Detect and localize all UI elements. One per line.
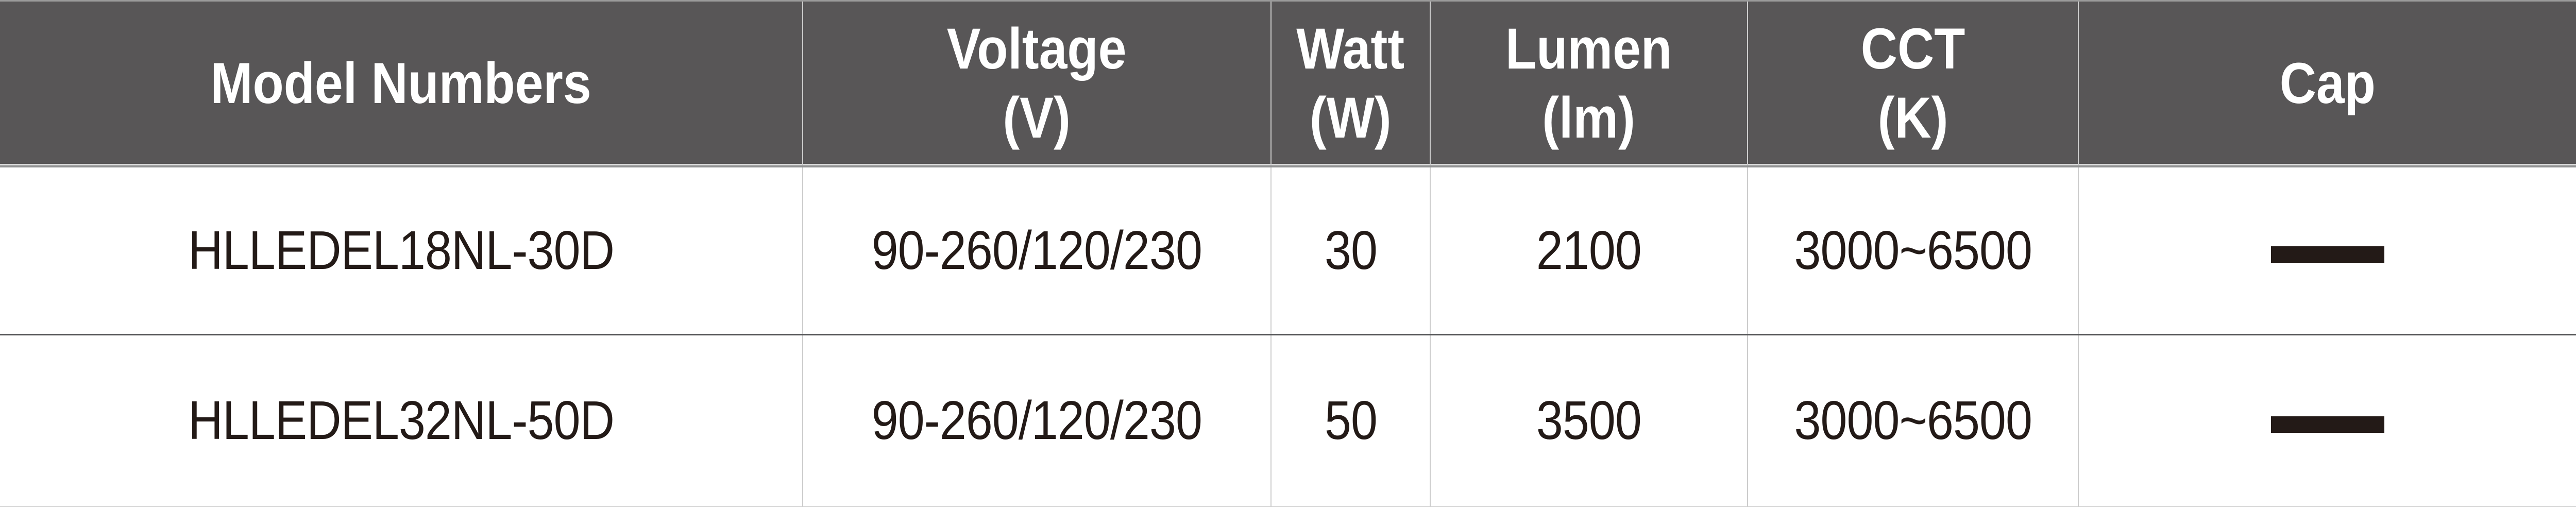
lumen-text: 2100 (1536, 220, 1642, 281)
cell-model-number: HLLEDEL18NL-30D (0, 166, 803, 336)
table-row: HLLEDEL18NL-30D 90-260/120/230 30 2100 3… (0, 166, 2576, 336)
header-label: CCT (1860, 16, 1965, 81)
table-header: Model Numbers Voltage (V) Watt (W) Lumen (l… (0, 1, 2576, 167)
table-row: HLLEDEL32NL-50D 90-260/120/230 50 3500 3… (0, 334, 2576, 506)
header-label: Model Numbers (210, 50, 592, 115)
header-unit: (K) (1877, 86, 1948, 150)
lumen-text: 3500 (1536, 390, 1642, 451)
col-header-lumen: Lumen (lm) (1430, 1, 1748, 167)
watt-text: 30 (1324, 220, 1378, 281)
col-header-cct: CCT (K) (1747, 1, 2078, 167)
header-label: Cap (2279, 50, 2376, 115)
cell-cct: 3000~6500 (1747, 334, 2078, 506)
cell-lumen: 3500 (1430, 334, 1748, 506)
cap-dash (2270, 246, 2384, 263)
cell-voltage: 90-260/120/230 (802, 166, 1271, 336)
cell-model-number: HLLEDEL32NL-50D (0, 334, 803, 506)
model-number-text: HLLEDEL32NL-50D (188, 390, 615, 451)
cct-text: 3000~6500 (1794, 220, 2032, 281)
cell-lumen: 2100 (1430, 166, 1748, 336)
col-header-model-numbers: Model Numbers (0, 1, 803, 167)
watt-text: 50 (1324, 390, 1378, 451)
voltage-text: 90-260/120/230 (871, 220, 1202, 281)
cell-voltage: 90-260/120/230 (802, 334, 1271, 506)
cell-watt: 30 (1270, 166, 1430, 336)
header-label: Lumen (1505, 16, 1672, 81)
cell-cct: 3000~6500 (1747, 166, 2078, 336)
header-label: Watt (1296, 16, 1405, 81)
cell-cap (2078, 334, 2576, 506)
header-unit: (V) (1003, 86, 1071, 150)
header-label: Voltage (947, 16, 1127, 81)
header-unit: (lm) (1542, 86, 1636, 150)
cell-cap (2078, 166, 2576, 336)
voltage-text: 90-260/120/230 (871, 390, 1202, 451)
header-unit: (W) (1310, 86, 1392, 150)
cct-text: 3000~6500 (1794, 390, 2032, 451)
cap-dash (2270, 416, 2384, 433)
col-header-cap: Cap (2078, 1, 2576, 167)
col-header-watt: Watt (W) (1270, 1, 1430, 167)
col-header-voltage: Voltage (V) (802, 1, 1271, 167)
cell-watt: 50 (1270, 334, 1430, 506)
model-number-text: HLLEDEL18NL-30D (188, 220, 615, 281)
